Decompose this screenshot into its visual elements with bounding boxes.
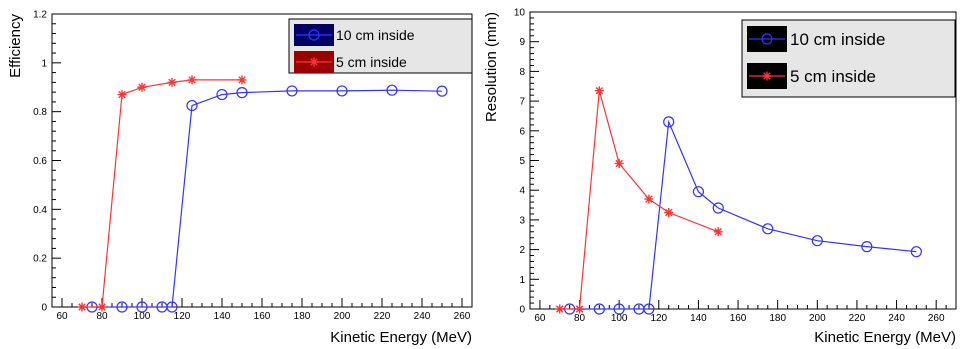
data-point [762, 223, 774, 235]
y-tick-label: 0.2 [33, 254, 47, 265]
data-point [186, 99, 198, 112]
x-tick-label: 120 [650, 313, 667, 324]
data-point [386, 84, 398, 96]
data-point [712, 202, 724, 214]
data-point [692, 186, 705, 198]
data-point [664, 207, 674, 217]
y-tick-label: 9 [519, 37, 525, 48]
data-point [137, 82, 147, 92]
x-tick-label: 80 [574, 313, 586, 324]
x-tick-label: 180 [294, 311, 311, 322]
y-tick-label: 0 [519, 305, 525, 316]
y-tick-label: 5 [519, 156, 525, 167]
x-tick-label: 200 [334, 311, 351, 322]
y-tick-label: 0.6 [33, 156, 47, 167]
data-point [336, 85, 348, 97]
y-tick-label: 1 [519, 275, 525, 286]
y-tick-label: 0 [41, 303, 47, 314]
x-tick-label: 140 [690, 313, 707, 324]
x-tick-label: 260 [454, 311, 471, 322]
legend-marker [762, 71, 772, 81]
data-point [286, 85, 298, 97]
data-point [593, 303, 605, 315]
data-point [187, 75, 197, 85]
y-tick-label: 8 [519, 67, 525, 78]
data-point [216, 88, 228, 101]
x-tick-label: 180 [769, 313, 786, 324]
series-line [569, 119, 917, 310]
legend-marker [308, 29, 320, 41]
data-point [613, 303, 625, 315]
efficiency-chart: 0 0.2 0.4 0.6 0.8 1 1.2 60 80 100 120 140 160 180 200 2… [7, 10, 473, 346]
y-tick-label: 1.2 [33, 10, 47, 21]
data-point [117, 90, 127, 100]
x-tick-label: 240 [888, 313, 905, 324]
data-point [236, 87, 248, 99]
x-tick-label: 80 [96, 311, 108, 322]
legend-label: 5 cm inside [790, 67, 876, 86]
data-point [167, 77, 177, 87]
data-point [116, 301, 128, 313]
y-axis-label: Resolution (mm) [483, 12, 500, 122]
series-line [92, 89, 443, 308]
legend-label: 10 cm inside [790, 30, 885, 49]
y-tick-label: 0.4 [33, 205, 47, 216]
legend-label: 5 cm inside [336, 54, 407, 70]
x-tick-label: 160 [254, 311, 271, 322]
data-point [861, 241, 873, 253]
x-tick-label: 60 [534, 313, 546, 324]
data-point [811, 235, 823, 247]
x-tick-label: 100 [134, 311, 151, 322]
legend-marker [761, 33, 773, 45]
data-point [77, 302, 87, 312]
y-tick-label: 1 [41, 58, 47, 69]
x-tick-label: 100 [611, 313, 628, 324]
data-point [643, 303, 655, 315]
y-tick-label: 0.8 [33, 107, 47, 118]
data-point [555, 304, 565, 314]
x-tick-label: 160 [730, 313, 747, 324]
data-point [166, 301, 178, 313]
x-tick-label: 220 [374, 311, 391, 322]
data-point [713, 227, 723, 237]
x-axis-label: Kinetic Energy (MeV) [330, 329, 472, 346]
data-point [594, 86, 604, 96]
x-tick-label: 260 [928, 313, 945, 324]
data-point [97, 302, 107, 312]
y-tick-label: 4 [519, 186, 525, 197]
data-point [614, 158, 624, 168]
y-tick-label: 3 [519, 215, 525, 226]
data-point [644, 194, 654, 204]
y-tick-label: 10 [514, 8, 526, 19]
y-axis-label: Efficiency [7, 14, 24, 78]
y-tick-label: 6 [519, 126, 525, 137]
x-tick-label: 220 [849, 313, 866, 324]
y-tick-label: 2 [519, 245, 525, 256]
data-point [910, 246, 922, 258]
data-point [136, 301, 148, 313]
data-point [237, 75, 247, 85]
legend-label: 10 cm inside [336, 27, 415, 43]
x-tick-label: 140 [214, 311, 231, 322]
x-tick-label: 200 [809, 313, 826, 324]
data-point [575, 304, 585, 314]
x-tick-label: 240 [414, 311, 431, 322]
legend-marker [309, 57, 319, 67]
data-point [663, 116, 675, 128]
y-tick-label: 7 [519, 97, 525, 108]
x-tick-label: 120 [174, 311, 191, 322]
resolution-chart: 0 1 2 3 4 5 6 7 8 9 10 60 80 100 120 140 160 180 200 220 240… [483, 8, 957, 346]
x-axis-label: Kinetic Energy (MeV) [814, 329, 956, 346]
data-point [436, 85, 448, 97]
x-tick-label: 60 [56, 311, 68, 322]
